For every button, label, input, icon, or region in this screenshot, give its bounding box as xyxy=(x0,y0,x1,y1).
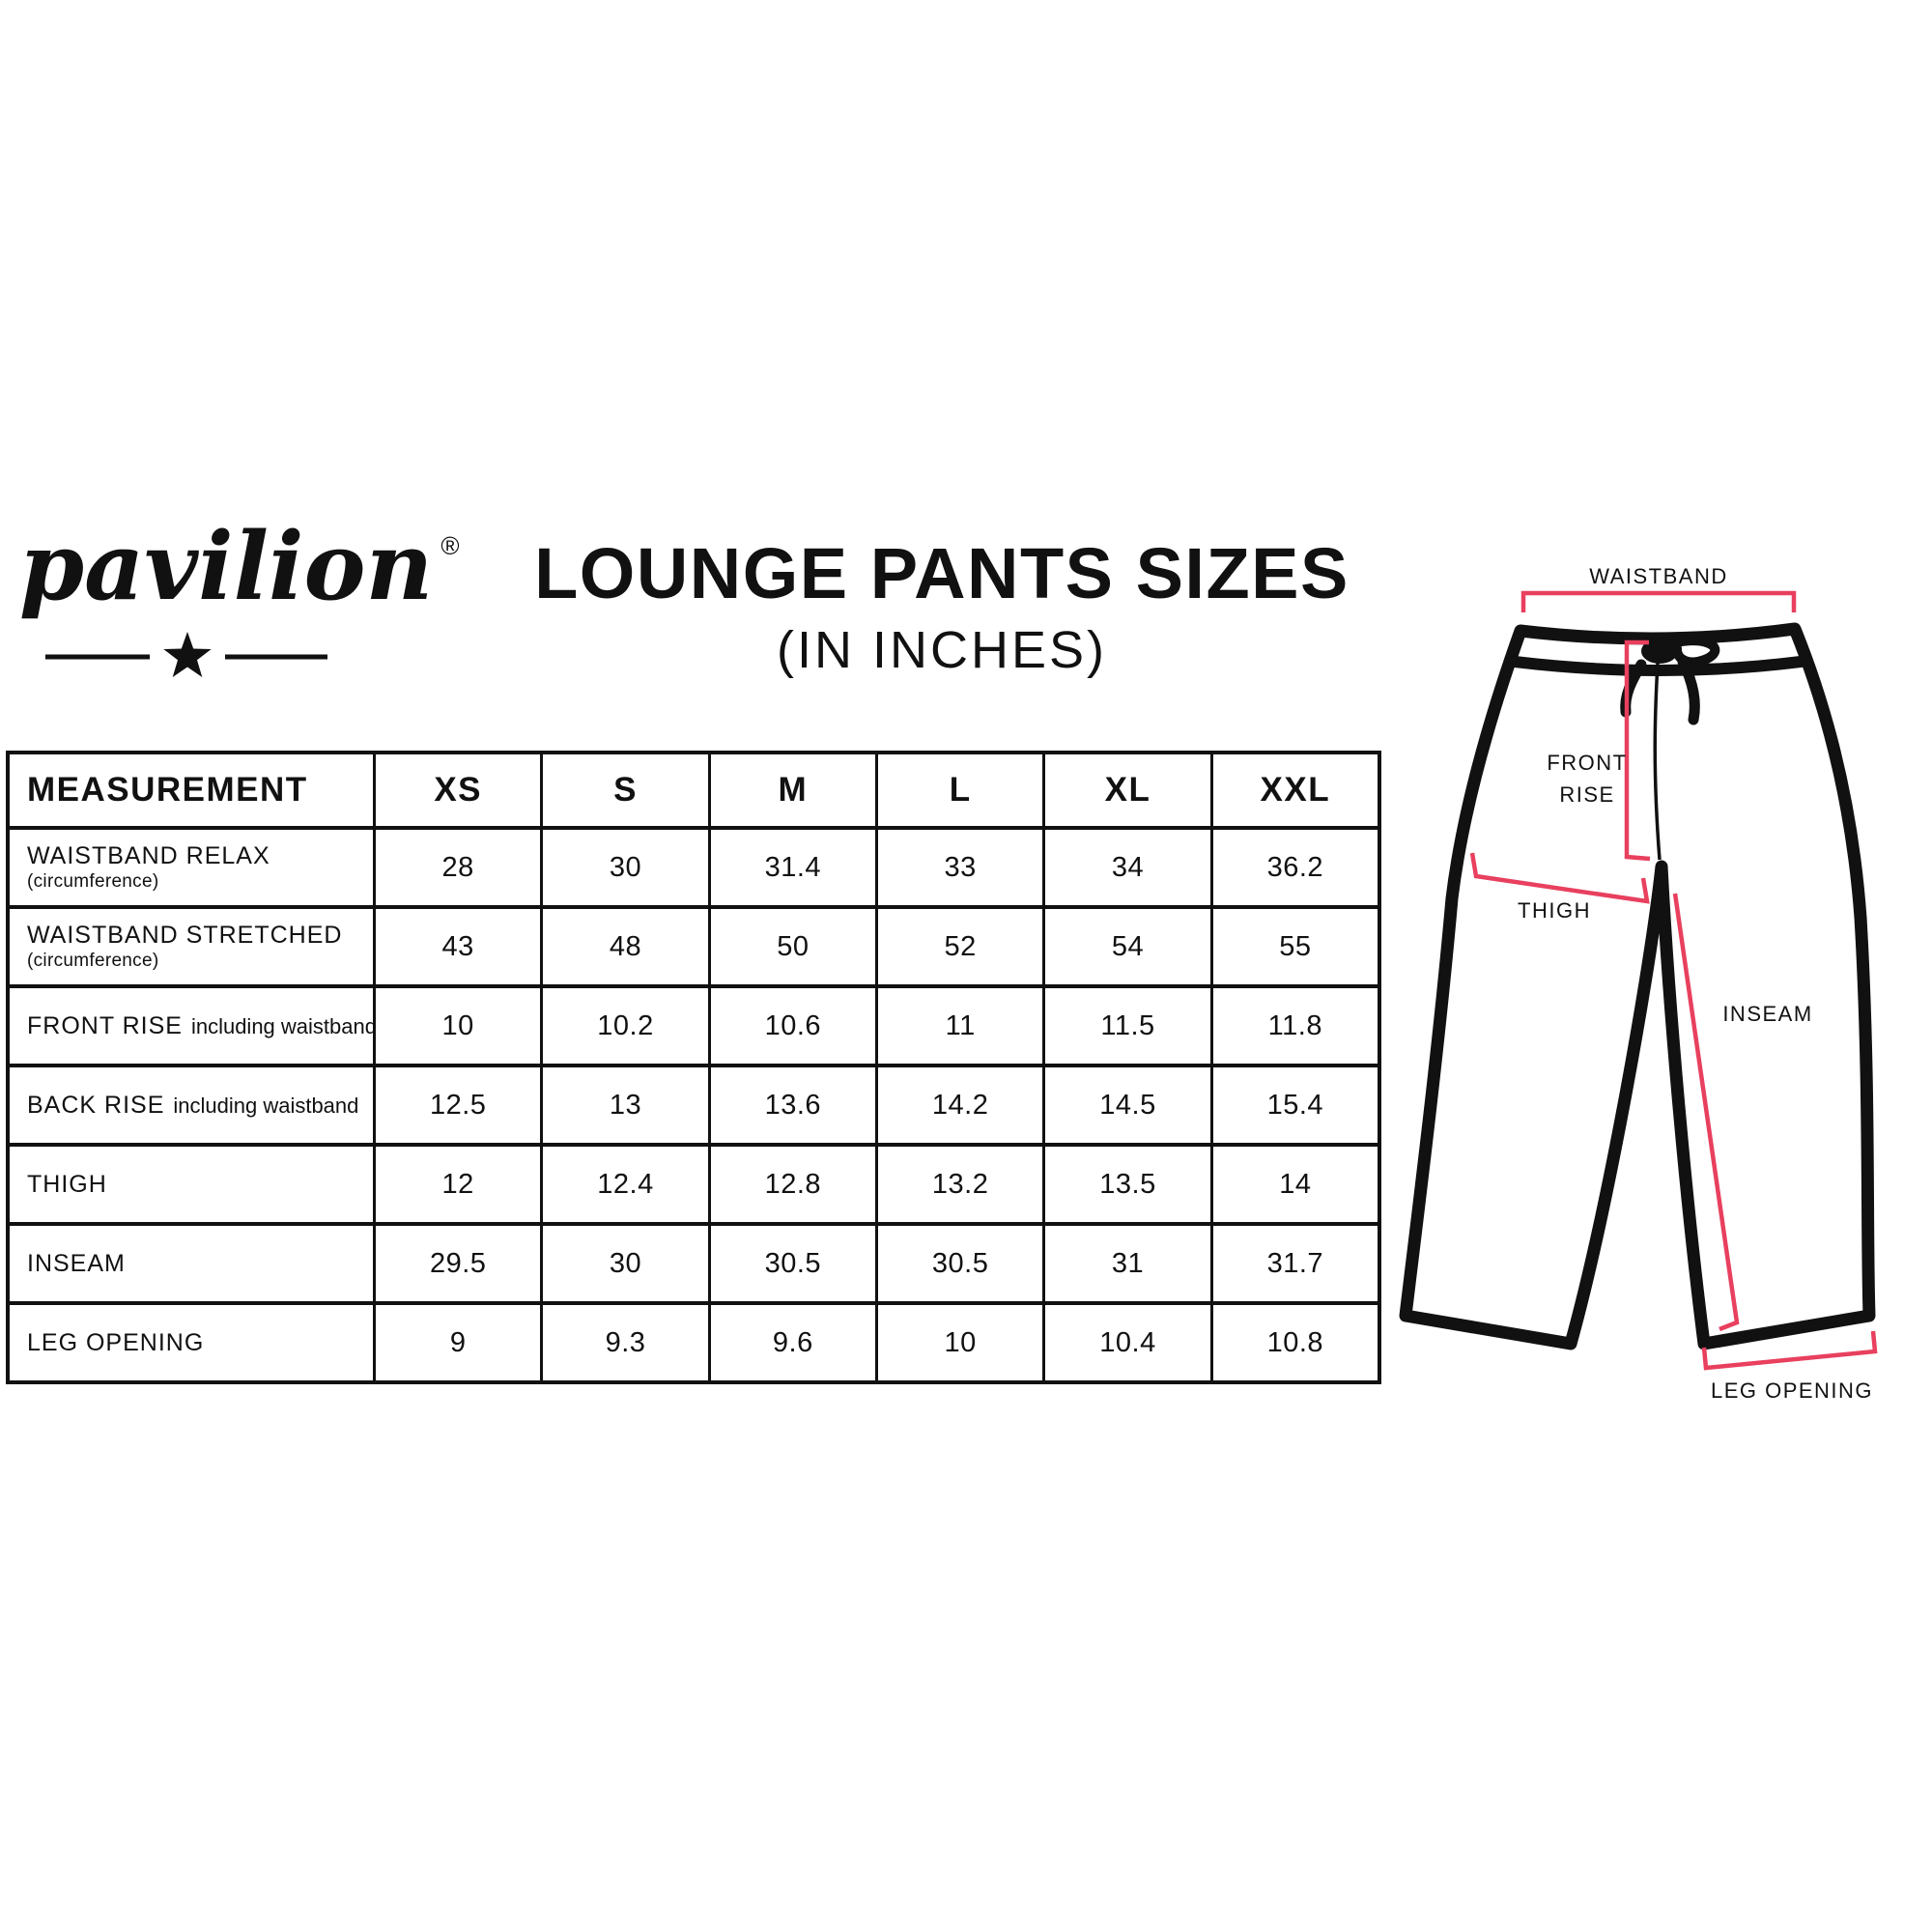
size-value-cell: 12.5 xyxy=(373,1064,541,1143)
size-value-cell: 10.4 xyxy=(1042,1301,1210,1380)
measurement-label: WAISTBAND STRETCHED xyxy=(27,922,343,949)
row-label-front-rise: FRONT RISE including waistband xyxy=(10,984,373,1064)
size-value-cell: 31.7 xyxy=(1209,1222,1378,1301)
size-value-cell: 30 xyxy=(540,826,708,905)
size-value-cell: 31 xyxy=(1042,1222,1210,1301)
size-value-cell: 30.5 xyxy=(707,1222,875,1301)
size-value-cell: 52 xyxy=(874,905,1043,984)
size-value-cell: 15.4 xyxy=(1209,1064,1378,1143)
column-header-measurement: MEASUREMENT xyxy=(27,771,308,809)
brand-name: pavilion xyxy=(19,512,434,621)
size-value-cell: 13.2 xyxy=(874,1143,1043,1222)
measurement-suffix: including waistband xyxy=(173,1093,359,1118)
inseam-measure-line xyxy=(1672,893,1740,1332)
measurement-label: LEG OPENING xyxy=(27,1328,205,1356)
size-value-cell: 11 xyxy=(874,984,1043,1064)
size-value-cell: 13.6 xyxy=(707,1064,875,1143)
measurement-subnote: (circumference) xyxy=(27,871,159,892)
size-value-cell: 11.8 xyxy=(1209,984,1378,1064)
measurement-label: BACK RISE xyxy=(27,1091,165,1119)
column-header-l: L xyxy=(874,754,1042,826)
size-table: MEASUREMENT XS S M L XL XXL WAISTBAND RE… xyxy=(6,751,1381,1384)
star-divider-icon xyxy=(45,632,327,677)
measurement-label: FRONT RISE xyxy=(27,1011,183,1039)
brand-logo: pavilion ® xyxy=(19,516,460,618)
thigh-measure-line xyxy=(1469,852,1650,904)
drawstring-cord xyxy=(1653,662,1662,861)
column-header-m: M xyxy=(707,754,875,826)
size-value-cell: 43 xyxy=(373,905,541,984)
inseam-label: INSEAM xyxy=(1722,1002,1812,1026)
size-value-cell: 10.2 xyxy=(540,984,708,1064)
size-value-cell: 9 xyxy=(373,1301,541,1380)
size-value-cell: 10 xyxy=(874,1301,1043,1380)
front-rise-label-line2: RISE xyxy=(1559,782,1614,807)
pants-diagram: WAISTBAND FRONT RISE THIGH INSEAM LEG OP… xyxy=(1399,564,1878,1403)
size-value-cell: 33 xyxy=(874,826,1043,905)
star-icon xyxy=(163,632,212,677)
measurement-suffix: including waistband xyxy=(190,1013,373,1038)
page-subtitle: (IN INCHES) xyxy=(777,621,1107,679)
size-value-cell: 12.8 xyxy=(707,1143,875,1222)
registered-trademark-icon: ® xyxy=(440,531,460,560)
size-value-cell: 13.5 xyxy=(1042,1143,1210,1222)
size-value-cell: 14.2 xyxy=(874,1064,1043,1143)
measurement-subnote: (circumference) xyxy=(27,951,159,971)
size-value-cell: 36.2 xyxy=(1209,826,1378,905)
pants-outline xyxy=(1399,622,1876,1350)
measurement-label: THIGH xyxy=(27,1170,107,1198)
waistband-label: WAISTBAND xyxy=(1589,564,1727,588)
column-header-xl: XL xyxy=(1042,754,1209,826)
size-value-cell: 28 xyxy=(373,826,541,905)
size-value-cell: 55 xyxy=(1209,905,1378,984)
size-value-cell: 29.5 xyxy=(373,1222,541,1301)
page-title: LOUNGE PANTS SIZES xyxy=(534,533,1350,613)
leg-opening-label: LEG OPENING xyxy=(1711,1378,1873,1403)
size-value-cell: 14 xyxy=(1209,1143,1378,1222)
size-value-cell: 54 xyxy=(1042,905,1210,984)
front-rise-label-line1: FRONT xyxy=(1547,751,1627,775)
size-value-cell: 34 xyxy=(1042,826,1210,905)
drawstring-tail-right xyxy=(1677,656,1700,725)
waistband-measure-line xyxy=(1520,590,1797,612)
size-value-cell: 12.4 xyxy=(540,1143,708,1222)
front-rise-measure-line xyxy=(1624,639,1651,862)
row-label-back-rise: BACK RISE including waistband xyxy=(10,1064,373,1143)
size-value-cell: 12 xyxy=(373,1143,541,1222)
leg-opening-measure-line xyxy=(1701,1330,1878,1371)
row-label-waistband-stretched: WAISTBAND STRETCHED (circumference) xyxy=(10,905,373,984)
thigh-label: THIGH xyxy=(1518,898,1591,923)
size-value-cell: 30.5 xyxy=(874,1222,1043,1301)
size-value-cell: 9.6 xyxy=(707,1301,875,1380)
column-header-xs: XS xyxy=(373,754,540,826)
size-value-cell: 50 xyxy=(707,905,875,984)
size-value-cell: 10.6 xyxy=(707,984,875,1064)
size-value-cell: 9.3 xyxy=(540,1301,708,1380)
size-value-cell: 13 xyxy=(540,1064,708,1143)
size-value-cell: 48 xyxy=(540,905,708,984)
column-header-xxl: XXL xyxy=(1209,754,1378,826)
title-block: LOUNGE PANTS SIZES (IN INCHES) xyxy=(415,532,1468,680)
row-label-thigh: THIGH xyxy=(10,1143,373,1222)
size-value-cell: 10 xyxy=(373,984,541,1064)
measurement-label: WAISTBAND RELAX xyxy=(27,842,270,869)
size-value-cell: 30 xyxy=(540,1222,708,1301)
size-value-cell: 10.8 xyxy=(1209,1301,1378,1380)
column-header-s: S xyxy=(540,754,707,826)
drawstring-knot xyxy=(1641,639,1678,664)
row-label-inseam: INSEAM xyxy=(10,1222,373,1301)
row-label-waistband-relax: WAISTBAND RELAX (circumference) xyxy=(10,826,373,905)
size-value-cell: 31.4 xyxy=(707,826,875,905)
size-value-cell: 14.5 xyxy=(1042,1064,1210,1143)
measurement-label: INSEAM xyxy=(27,1249,126,1277)
row-label-leg-opening: LEG OPENING xyxy=(10,1301,373,1380)
waistband-line xyxy=(1509,656,1806,676)
size-value-cell: 11.5 xyxy=(1042,984,1210,1064)
